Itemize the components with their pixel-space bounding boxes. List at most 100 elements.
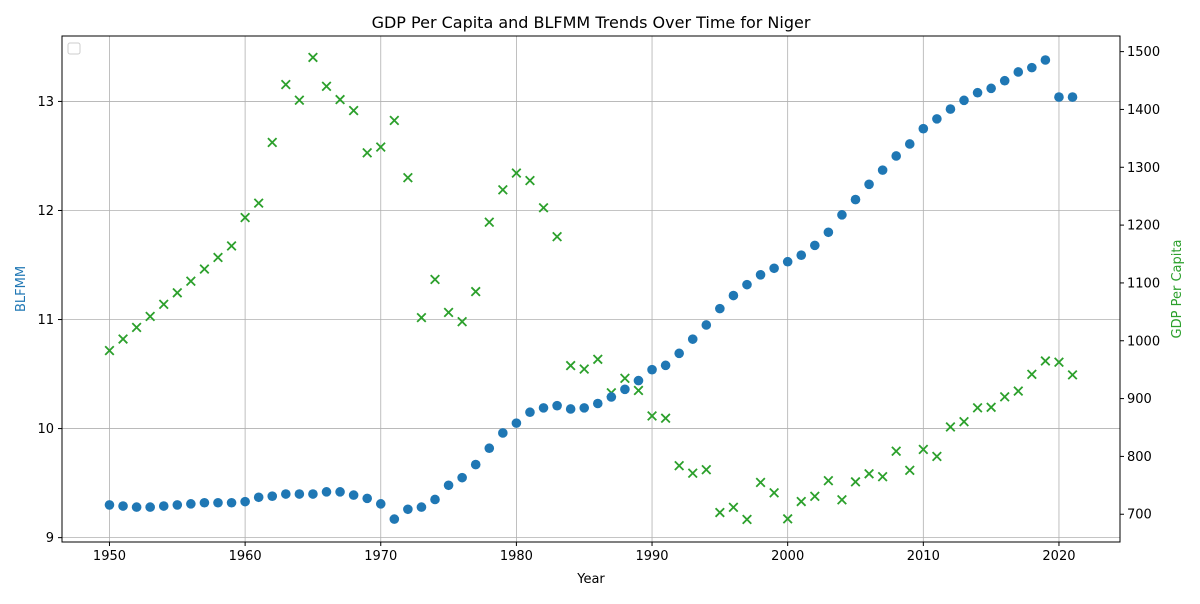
gdp-point [335,94,346,105]
gdp-point [769,487,780,498]
gdp-marker-stroke [1067,369,1078,380]
gdp-point [158,299,169,310]
blfmm-point [389,514,400,524]
gdp-marker-stroke [253,198,264,209]
blfmm-point [701,320,712,330]
gdp-point [552,231,563,242]
blfmm-point [443,480,454,491]
gdp-point [430,274,440,285]
gdp-marker-stroke [416,312,427,323]
gdp-marker-stroke [1026,369,1037,380]
right-y-axis-label: GDP Per Capita [1170,240,1185,339]
blfmm-series [104,55,1078,524]
gdp-marker-stroke [565,360,576,371]
gdp-point [633,385,644,396]
gdp-point [674,460,685,471]
blfmm-point [294,489,305,499]
blfmm-point [1013,67,1024,77]
gdp-point [511,168,522,178]
gdp-point [145,311,156,322]
gdp-marker-stroke [131,322,142,333]
gdp-point [457,316,468,327]
blfmm-point [226,497,237,508]
gdp-marker-stroke [307,52,318,63]
gdp-point [701,464,712,475]
gdp-point [172,287,183,298]
gdp-marker-stroke [362,147,373,158]
x-axis: 1950 1960 1970 1980 1990 2000 2010 2020 [93,542,1076,564]
gdp-point [986,402,997,413]
gdp-point [565,360,576,371]
right-y-axis: 700 800 900 1000 1100 1200 1300 1400 1500 [1120,45,1160,523]
blfmm-point [891,151,901,161]
blfmm-point [1027,62,1037,73]
gdp-point [1067,369,1078,380]
right-y-tick-label: 1100 [1127,276,1160,291]
legend-box [67,42,81,55]
gdp-marker-stroke [172,287,183,298]
gdp-series [104,52,1078,525]
gdp-marker-stroke [240,212,251,223]
gdp-point [226,240,237,251]
gdp-marker-stroke [375,142,386,152]
gdp-marker-stroke [280,79,291,90]
gdp-point [877,471,888,482]
gdp-point [579,364,590,375]
gdp-marker-stroke [660,413,671,424]
gdp-marker-stroke [728,502,739,513]
gdp-point [402,172,413,183]
gdp-point [525,175,535,186]
left-y-tick-label: 13 [37,95,54,110]
x-tick-label: 1960 [229,549,262,564]
gdp-point [823,475,834,486]
blfmm-point [186,499,196,509]
x-tick-label: 2020 [1042,549,1075,564]
gdp-marker-stroke [864,468,875,479]
gdp-point [850,476,861,487]
blfmm-point [1040,55,1051,65]
gdp-marker-stroke [931,451,942,462]
right-y-tick-label: 800 [1127,450,1152,465]
blfmm-point [118,501,128,511]
blfmm-point [416,502,427,512]
gdp-point [660,413,671,424]
gdp-marker-stroke [335,94,346,105]
gdp-marker-stroke [118,334,128,344]
gdp-point [647,410,657,421]
blfmm-point [552,400,562,411]
gdp-point [796,496,807,507]
gdp-marker-stroke [267,137,278,148]
grid [62,36,1120,542]
gdp-point [782,513,793,524]
gdp-marker-stroke [959,416,969,427]
right-y-tick-label: 900 [1127,392,1152,407]
blfmm-point [810,240,820,251]
gdp-marker-stroke [619,373,630,384]
gdp-point [809,491,820,502]
gdp-point [253,198,264,209]
blfmm-point [620,384,630,395]
blfmm-point [972,87,983,98]
gdp-point [904,465,915,476]
gdp-marker-stroke [484,217,495,228]
gdp-point [864,468,875,479]
blfmm-point [986,83,996,94]
gdp-point [280,79,291,90]
right-y-tick-label: 700 [1127,508,1152,523]
blfmm-point [796,250,807,260]
x-tick-label: 1950 [93,549,126,564]
gdp-marker-stroke [796,496,807,507]
blfmm-point [918,123,929,134]
gdp-marker-stroke [592,354,603,365]
right-y-tick-label: 1500 [1127,45,1160,60]
gdp-point [755,477,766,488]
gdp-marker-stroke [389,115,400,126]
left-y-tick-label: 11 [37,313,54,328]
gdp-point [348,105,359,116]
blfmm-point [308,489,318,499]
blfmm-point [864,179,874,190]
blfmm-point [457,472,467,483]
gdp-marker-stroke [836,494,847,505]
gdp-marker-stroke [158,299,169,310]
